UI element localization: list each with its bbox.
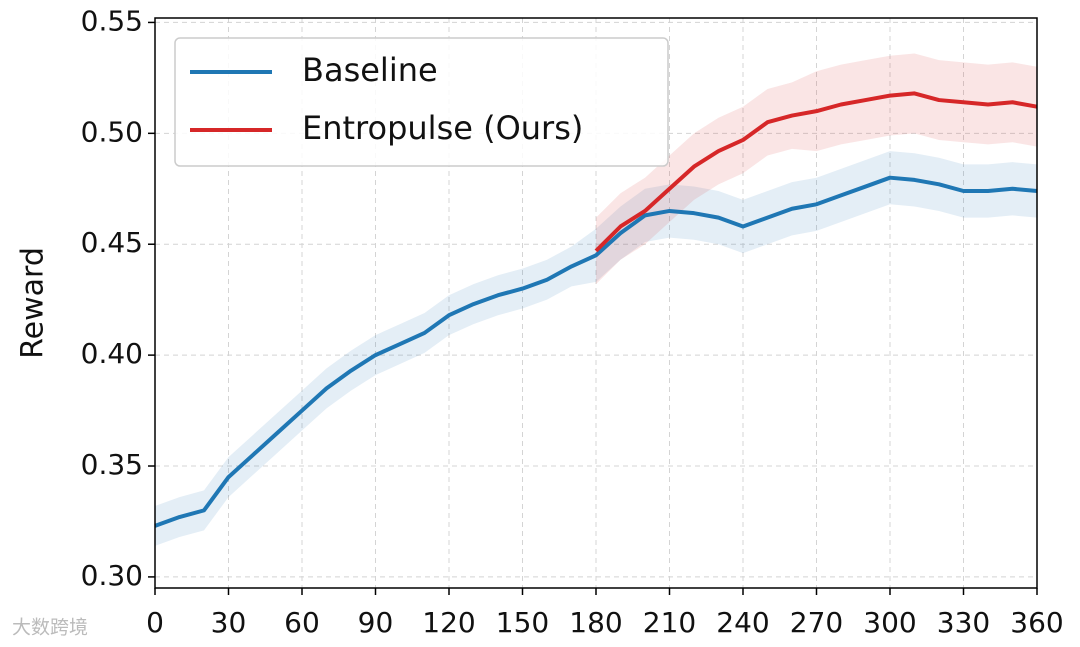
x-tick-label: 180: [569, 606, 622, 639]
x-tick-label: 210: [643, 606, 696, 639]
legend-box: [174, 37, 669, 167]
x-tick-label: 30: [211, 606, 247, 639]
x-tick-label: 240: [716, 606, 769, 639]
y-tick-label: 0.30: [81, 559, 143, 592]
y-tick-label: 0.35: [81, 448, 143, 481]
x-tick-label: 60: [284, 606, 320, 639]
line: [154, 175, 1038, 528]
x-tick-label: 90: [358, 606, 394, 639]
x-tick-label: 360: [1010, 606, 1063, 639]
x-tick-label: 120: [422, 606, 475, 639]
legend-label: Entropulse (Ours): [302, 109, 583, 147]
y-tick-label: 0.50: [81, 115, 143, 148]
legend: Baseline Entropulse (Ours): [174, 37, 669, 167]
confidence-band: [596, 53, 1037, 285]
plot-frame: [154, 17, 1038, 589]
y-tick-label: 0.55: [81, 4, 143, 37]
watermark: 大数跨境: [12, 617, 88, 639]
line: [594, 91, 1038, 253]
x-tick-label: 0: [146, 606, 164, 639]
legend-label: Baseline: [302, 51, 438, 89]
y-axis-label: Reward: [16, 247, 51, 359]
y-tick-label: 0.45: [81, 226, 143, 259]
y-tick-label: 0.40: [81, 337, 143, 370]
confidence-band: [155, 151, 1037, 546]
x-tick-label: 270: [790, 606, 843, 639]
x-tick-label: 300: [863, 606, 916, 639]
x-tick-label: 150: [496, 606, 549, 639]
x-tick-label: 330: [937, 606, 990, 639]
